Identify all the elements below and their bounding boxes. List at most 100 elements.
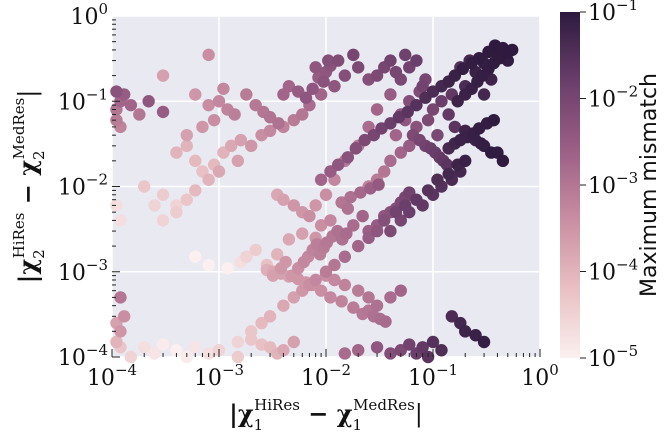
scatter-point bbox=[202, 98, 215, 112]
scatter-point bbox=[328, 80, 341, 93]
scatter-point bbox=[384, 88, 397, 101]
scatter-point bbox=[303, 209, 316, 223]
scatter-point bbox=[384, 154, 397, 168]
scatter-point bbox=[180, 139, 193, 153]
scatter-point bbox=[354, 186, 367, 199]
scatter-point bbox=[344, 190, 357, 204]
scatter-point bbox=[133, 108, 146, 121]
scatter-point bbox=[170, 344, 183, 357]
scatter-point bbox=[255, 316, 268, 330]
scatter-point bbox=[352, 284, 365, 297]
scatter-point bbox=[442, 167, 455, 181]
scatter-point bbox=[319, 188, 333, 201]
scatter-point bbox=[263, 124, 277, 138]
scatter-point bbox=[448, 120, 462, 134]
scatter-point bbox=[410, 98, 423, 112]
scatter-point bbox=[459, 154, 472, 168]
scatter-point bbox=[234, 133, 248, 147]
scatter-point bbox=[231, 335, 245, 349]
colorbar-tick-label: 10−3 bbox=[588, 169, 638, 199]
scatter-point bbox=[389, 128, 403, 142]
scatter-point bbox=[189, 184, 202, 197]
scatter-point bbox=[306, 82, 319, 95]
scatter-point bbox=[114, 325, 127, 338]
scatter-point bbox=[362, 291, 375, 304]
scatter-point bbox=[324, 214, 337, 227]
scatter-point bbox=[189, 154, 202, 168]
scatter-point bbox=[287, 291, 300, 304]
scatter-point bbox=[245, 333, 258, 346]
scatter-point bbox=[445, 310, 459, 323]
scatter-point bbox=[421, 184, 435, 197]
scatter-point bbox=[156, 105, 170, 119]
scatter-point bbox=[472, 51, 486, 65]
scatter-point bbox=[272, 117, 285, 130]
scatter-point bbox=[435, 344, 448, 357]
x-tick-label: 10−4 bbox=[87, 361, 137, 391]
scatter-point bbox=[110, 85, 123, 98]
colorbar bbox=[560, 12, 580, 358]
scatter-point bbox=[459, 325, 472, 338]
scatter-point bbox=[212, 165, 226, 178]
scatter-point bbox=[347, 48, 360, 62]
scatter-point bbox=[370, 224, 384, 238]
x-axis-label: |χ1HiRes − χ1MedRes| bbox=[229, 396, 423, 434]
scatter-point bbox=[435, 95, 448, 108]
scatter-point bbox=[282, 233, 296, 246]
scatter-point bbox=[156, 214, 170, 227]
scatter-point bbox=[401, 105, 414, 119]
scatter-point bbox=[328, 258, 341, 272]
colorbar-tick-label: 10−5 bbox=[588, 342, 638, 372]
scatter-point bbox=[496, 154, 510, 168]
scatter-point bbox=[372, 178, 385, 191]
y-tick-labels: 10−4 10−3 10−2 10−1 100 bbox=[58, 0, 108, 371]
scatter-point bbox=[212, 95, 226, 108]
scatter-point bbox=[341, 202, 355, 215]
scatter-point bbox=[356, 209, 369, 223]
scatter-point bbox=[370, 103, 384, 116]
scatter-point bbox=[431, 128, 444, 142]
scatter-point bbox=[314, 219, 328, 232]
scatter-point bbox=[277, 344, 290, 357]
scatter-point bbox=[114, 291, 127, 304]
scatter-point bbox=[338, 347, 352, 360]
scatter-point bbox=[341, 151, 355, 164]
colorbar-tick-label: 10−2 bbox=[588, 83, 638, 113]
scatter-point bbox=[142, 95, 155, 108]
scatter-point bbox=[399, 48, 412, 62]
scatter-point bbox=[403, 338, 416, 351]
scatter-point bbox=[421, 113, 435, 127]
scatter-point bbox=[426, 103, 440, 116]
scatter-point bbox=[224, 139, 238, 153]
scatter-point bbox=[110, 113, 123, 127]
scatter-point bbox=[378, 165, 391, 178]
scatter-point bbox=[426, 335, 440, 349]
scatter-point bbox=[328, 273, 341, 287]
scatter-point bbox=[384, 54, 397, 67]
scatter-point bbox=[114, 214, 127, 227]
scatter-point bbox=[416, 80, 429, 93]
scatter-point bbox=[138, 180, 151, 193]
scatter-point bbox=[335, 295, 348, 308]
scatter-point bbox=[347, 301, 360, 314]
scatter-point bbox=[231, 350, 245, 364]
colorbar-label: Maximum mismatch bbox=[637, 73, 662, 297]
scatter-point bbox=[217, 82, 230, 95]
scatter-point bbox=[403, 139, 416, 153]
x-tick-label: 100 bbox=[521, 361, 559, 391]
scatter-point bbox=[124, 350, 138, 364]
scatter-point bbox=[110, 199, 123, 212]
scatter-point bbox=[477, 335, 491, 349]
scatter-point bbox=[370, 299, 384, 312]
scatter-point bbox=[156, 69, 170, 82]
scatter-point bbox=[347, 219, 360, 232]
scatter-point bbox=[287, 199, 300, 212]
scatter-point bbox=[442, 108, 455, 121]
colorbar-ticks: 10−1 10−2 10−3 10−4 10−5 bbox=[580, 0, 638, 372]
scatter-point bbox=[352, 61, 365, 74]
scatter-point bbox=[296, 227, 309, 240]
scatter-point bbox=[370, 341, 384, 354]
scatter-point bbox=[138, 341, 151, 354]
scatter-point bbox=[117, 310, 131, 323]
scatter-point bbox=[202, 258, 215, 272]
